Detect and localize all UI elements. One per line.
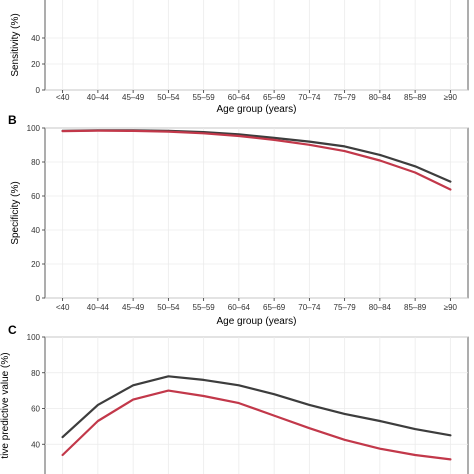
x-axis-title: Age group (years): [216, 316, 296, 327]
y-tick-label: 20: [31, 260, 40, 269]
x-tick-label: 65–69: [263, 93, 286, 102]
y-tick-label: 40: [31, 440, 40, 449]
x-tick-label: 80–84: [369, 303, 392, 312]
chart-panel-1: 0 20 40 <40 40–44 45–49 50–54 55–59 60–64 65–69 70…: [10, 0, 469, 115]
plot-frame: [44, 0, 469, 91]
y-tick-label: 60: [31, 192, 40, 201]
y-tick-label: 80: [31, 369, 40, 378]
y-tick-label: 100: [27, 333, 41, 342]
y-tick-label: 40: [31, 34, 40, 43]
x-tick-label: 80–84: [369, 93, 392, 102]
y-tick-label: 40: [31, 226, 40, 235]
y-axis-title: Specificity (%): [10, 181, 21, 244]
y-tick-label: 60: [31, 405, 40, 414]
panel-label: B: [8, 113, 17, 127]
x-tick-label: 50–54: [157, 93, 180, 102]
y-axis-title: Sensitivity (%): [10, 13, 21, 76]
x-tick-label: ≥90: [444, 93, 458, 102]
panel-label: C: [8, 323, 17, 337]
x-tick-label: 55–59: [193, 93, 216, 102]
x-tick-label: 75–79: [334, 303, 357, 312]
y-axis-title: tive predictive value (%): [0, 352, 11, 458]
x-tick-label: 45–49: [122, 93, 145, 102]
x-tick-label: 50–54: [157, 303, 180, 312]
y-tick-label: 100: [27, 124, 41, 133]
x-tick-label: 60–64: [228, 93, 251, 102]
chart-panel-3: 20406080100tive predictive value (%)C: [0, 323, 469, 474]
x-tick-label: 55–59: [193, 303, 216, 312]
y-tick-label: 0: [36, 294, 41, 303]
x-tick-label: ≥90: [444, 303, 458, 312]
x-tick-label: 65–69: [263, 303, 286, 312]
x-tick-label: 75–79: [334, 93, 357, 102]
series-line-2: [61, 389, 452, 461]
x-tick-label: 45–49: [122, 303, 145, 312]
x-tick-label: 70–74: [298, 93, 321, 102]
x-tick-label: 70–74: [298, 303, 321, 312]
y-tick-label: 20: [31, 60, 40, 69]
y-tick-label: 0: [36, 86, 41, 95]
series-line-1: [61, 375, 452, 439]
x-axis-title: Age group (years): [216, 104, 296, 115]
x-tick-label: 85–89: [404, 93, 427, 102]
chart-panel-2: 0 20 40 60 80 100 <40 40–44 45–49 50–54 55–59 60–64…: [8, 113, 469, 327]
x-tick-label: 40–44: [87, 303, 110, 312]
x-tick-label: <40: [56, 93, 70, 102]
x-tick-label: <40: [56, 303, 70, 312]
y-tick-label: 80: [31, 158, 40, 167]
x-tick-label: 40–44: [87, 93, 110, 102]
plot-frame: [44, 127, 469, 299]
x-tick-label: 85–89: [404, 303, 427, 312]
x-tick-label: 60–64: [228, 303, 251, 312]
series-line-2: [61, 129, 452, 191]
